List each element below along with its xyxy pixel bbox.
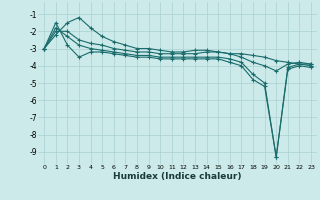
X-axis label: Humidex (Indice chaleur): Humidex (Indice chaleur) (113, 172, 242, 181)
